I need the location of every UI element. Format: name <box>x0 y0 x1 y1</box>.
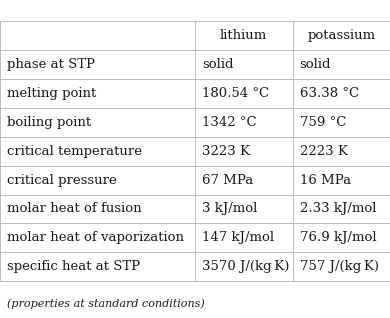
Text: critical pressure: critical pressure <box>7 174 117 187</box>
Text: 759 °C: 759 °C <box>300 115 346 128</box>
Text: molar heat of vaporization: molar heat of vaporization <box>7 232 184 245</box>
Text: 3 kJ/mol: 3 kJ/mol <box>202 203 257 216</box>
Text: potassium: potassium <box>307 29 375 42</box>
Text: 3223 K: 3223 K <box>202 145 250 157</box>
Text: 147 kJ/mol: 147 kJ/mol <box>202 232 274 245</box>
Text: boiling point: boiling point <box>7 115 91 128</box>
Text: 757 J/(kg K): 757 J/(kg K) <box>300 260 379 273</box>
Text: specific heat at STP: specific heat at STP <box>7 260 140 273</box>
Text: 67 MPa: 67 MPa <box>202 174 253 187</box>
Text: solid: solid <box>202 58 234 71</box>
Text: molar heat of fusion: molar heat of fusion <box>7 203 142 216</box>
Text: (properties at standard conditions): (properties at standard conditions) <box>7 298 205 309</box>
Text: phase at STP: phase at STP <box>7 58 95 71</box>
Text: 180.54 °C: 180.54 °C <box>202 86 269 100</box>
Text: solid: solid <box>300 58 331 71</box>
Text: 76.9 kJ/mol: 76.9 kJ/mol <box>300 232 376 245</box>
Text: 2.33 kJ/mol: 2.33 kJ/mol <box>300 203 376 216</box>
Text: melting point: melting point <box>7 86 96 100</box>
Text: lithium: lithium <box>220 29 268 42</box>
Text: 2223 K: 2223 K <box>300 145 347 157</box>
Text: 3570 J/(kg K): 3570 J/(kg K) <box>202 260 289 273</box>
Text: 63.38 °C: 63.38 °C <box>300 86 359 100</box>
Text: 16 MPa: 16 MPa <box>300 174 351 187</box>
Text: 1342 °C: 1342 °C <box>202 115 257 128</box>
Text: critical temperature: critical temperature <box>7 145 142 157</box>
